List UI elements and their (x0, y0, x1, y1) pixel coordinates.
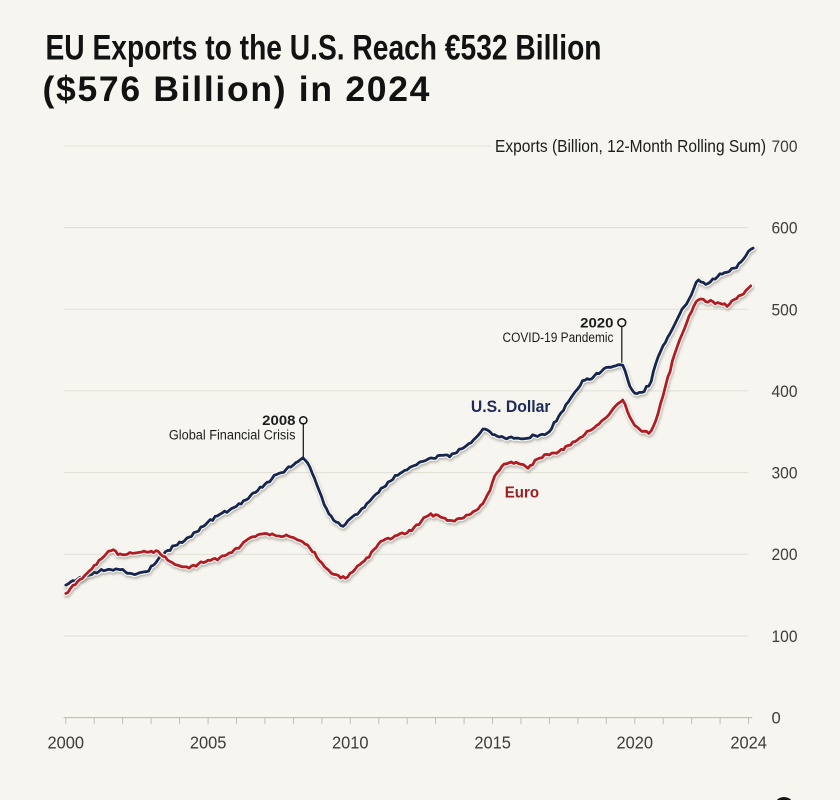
svg-text:2020: 2020 (617, 733, 654, 753)
svg-text:Global Financial Crisis: Global Financial Crisis (169, 428, 296, 443)
svg-text:2005: 2005 (190, 733, 227, 753)
svg-text:2024: 2024 (730, 733, 767, 753)
svg-text:2020: 2020 (580, 314, 614, 330)
svg-text:600: 600 (772, 219, 798, 238)
svg-text:($576 Billion) in 2024: ($576 Billion) in 2024 (43, 69, 432, 109)
svg-text:0: 0 (772, 709, 781, 728)
svg-text:Euro: Euro (505, 485, 539, 502)
svg-text:100: 100 (772, 627, 798, 646)
svg-text:U.S. Dollar: U.S. Dollar (471, 398, 551, 416)
svg-text:COVID-19 Pandemic: COVID-19 Pandemic (503, 330, 614, 345)
svg-text:2000: 2000 (48, 733, 85, 753)
svg-text:EU Exports to the U.S. Reach €: EU Exports to the U.S. Reach €532 Billio… (46, 28, 602, 68)
svg-text:200: 200 (772, 545, 798, 564)
svg-text:2010: 2010 (332, 733, 369, 753)
svg-text:2008: 2008 (262, 412, 296, 428)
svg-text:500: 500 (772, 300, 798, 319)
svg-text:Exports (Billion, 12-Month Rol: Exports (Billion, 12-Month Rolling Sum) (495, 136, 766, 156)
svg-text:2015: 2015 (474, 733, 511, 753)
svg-text:700: 700 (772, 137, 798, 156)
svg-text:300: 300 (772, 464, 798, 483)
svg-text:400: 400 (772, 382, 798, 401)
